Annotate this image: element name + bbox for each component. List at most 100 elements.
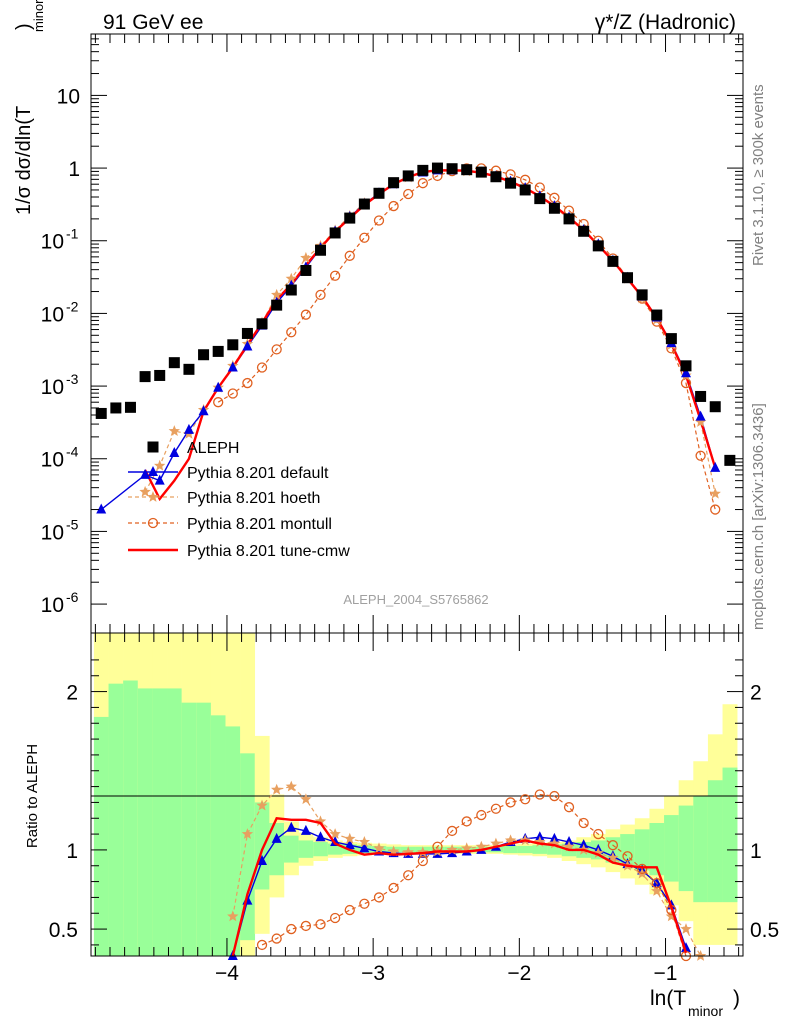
ratio-band-inner bbox=[93, 716, 109, 956]
data-point-default bbox=[140, 468, 151, 479]
ratio-point-montull bbox=[417, 855, 428, 867]
ratio-point-hoeth bbox=[256, 799, 268, 811]
ratio-point-hoeth bbox=[417, 846, 429, 858]
data-point-aleph bbox=[95, 407, 107, 419]
y-tick-label-exponent: -3 bbox=[66, 371, 79, 387]
x-tick-label: −1 bbox=[654, 962, 678, 985]
ratio-point-default bbox=[286, 821, 297, 832]
data-point-aleph bbox=[227, 339, 239, 351]
data-point-aleph bbox=[373, 187, 385, 199]
data-point-hoeth bbox=[271, 288, 283, 300]
ratio-point-hoeth bbox=[358, 836, 371, 847]
ratio-point-montull bbox=[286, 923, 297, 935]
data-point-aleph bbox=[402, 170, 414, 182]
ratio-point-montull bbox=[622, 851, 633, 862]
data-point-hoeth bbox=[154, 459, 166, 471]
data-point-default bbox=[183, 423, 194, 434]
y-tick-label: 10 bbox=[41, 449, 64, 472]
ratio-point-default bbox=[300, 824, 311, 835]
y-tick-label: 10 bbox=[41, 303, 64, 326]
data-point-aleph bbox=[651, 309, 663, 321]
ratio-band-inner bbox=[664, 815, 679, 882]
ratio-point-montull bbox=[300, 920, 312, 932]
ratio-point-montull bbox=[651, 878, 662, 889]
data-point-default bbox=[695, 410, 706, 421]
ratio-band-inner bbox=[137, 688, 153, 956]
series-line-default bbox=[100, 169, 716, 511]
ratio-point-montull bbox=[373, 892, 385, 903]
y-tick-label-exponent: -4 bbox=[66, 444, 79, 460]
data-point-montull bbox=[710, 504, 721, 515]
ratio-point-montull bbox=[359, 898, 370, 909]
legend-marker-default bbox=[148, 466, 158, 476]
ratio-y-tick-label-right: 0.5 bbox=[750, 919, 779, 942]
x-tick-label: −4 bbox=[215, 962, 239, 985]
data-point-aleph bbox=[388, 177, 400, 189]
data-point-montull bbox=[403, 188, 414, 200]
ratio-band-inner bbox=[707, 780, 723, 903]
ratio-y-tick-label: 1 bbox=[66, 840, 78, 863]
legend-label-hoeth: Pythia 8.201 hoeth bbox=[187, 490, 320, 507]
legend-label-montull: Pythia 8.201 montull bbox=[187, 516, 332, 533]
data-point-aleph bbox=[168, 357, 180, 369]
ratio-band-inner bbox=[327, 843, 343, 855]
data-point-aleph bbox=[695, 390, 707, 402]
ratio-point-montull bbox=[446, 825, 458, 837]
ratio-point-montull bbox=[636, 863, 648, 875]
data-point-hoeth bbox=[139, 485, 151, 497]
ratio-band-inner bbox=[634, 829, 650, 871]
ratio-plot-area: 0.5 0.5 1 1 2 2 −4 −3 −2 −1 bbox=[49, 632, 779, 985]
series-line-montull bbox=[217, 167, 716, 510]
xlabel-close: ) bbox=[733, 987, 740, 1010]
ratio-point-hoeth bbox=[680, 923, 692, 934]
ratio-point-montull bbox=[329, 912, 341, 924]
ratio-point-hoeth bbox=[548, 837, 561, 849]
ratio-point-hoeth bbox=[446, 843, 458, 855]
ratio-point-hoeth bbox=[285, 780, 297, 792]
data-point-aleph bbox=[534, 193, 546, 205]
data-point-aleph bbox=[636, 289, 648, 301]
data-point-aleph bbox=[417, 164, 429, 176]
data-point-montull bbox=[359, 232, 370, 243]
ratio-point-hoeth bbox=[694, 950, 707, 961]
y-tick-label: 10 bbox=[41, 231, 64, 254]
ratio-band-inner bbox=[313, 842, 329, 857]
data-point-default bbox=[680, 367, 691, 378]
ratio-line-cmw bbox=[231, 816, 688, 957]
ratio-point-hoeth bbox=[607, 851, 619, 863]
ratio-point-montull bbox=[388, 882, 399, 894]
data-point-hoeth bbox=[709, 487, 721, 499]
ratio-y-tick-label: 2 bbox=[66, 682, 78, 705]
ratio-point-hoeth bbox=[300, 793, 312, 805]
data-point-default bbox=[242, 340, 253, 351]
ratio-point-montull bbox=[256, 939, 268, 951]
y-tick-label: 10 bbox=[41, 521, 64, 544]
main-ylabel-text: 1/σ dσ/dln(T bbox=[13, 106, 35, 215]
rivet-version-label: Rivet 3.1.10, ≥ 300k events bbox=[750, 84, 767, 266]
main-ylabel-subscript: minor bbox=[31, 0, 46, 32]
data-point-default bbox=[227, 361, 238, 372]
data-point-default bbox=[198, 405, 209, 416]
data-point-aleph bbox=[329, 227, 341, 239]
ratio-point-default bbox=[680, 942, 691, 953]
ratio-point-hoeth bbox=[329, 828, 341, 839]
data-point-default bbox=[213, 381, 224, 392]
ratio-point-hoeth bbox=[592, 847, 604, 858]
ratio-band-inner bbox=[722, 767, 738, 903]
legend-label-default: Pythia 8.201 default bbox=[187, 465, 329, 482]
ratio-band-inner bbox=[532, 845, 548, 854]
data-point-hoeth bbox=[285, 272, 297, 284]
data-point-montull bbox=[417, 178, 428, 189]
main-ylabel: 1/σ dσ/dln(T minor) bbox=[13, 0, 46, 215]
analysis-watermark: ALEPH_2004_S5765862 bbox=[343, 592, 488, 607]
data-point-hoeth bbox=[300, 251, 312, 263]
ratio-point-default bbox=[271, 832, 282, 843]
ratio-band-inner bbox=[254, 802, 270, 890]
data-point-aleph bbox=[154, 369, 166, 381]
ratio-point-montull bbox=[315, 919, 326, 930]
data-point-aleph bbox=[680, 360, 692, 372]
y-tick-label: 10 bbox=[41, 594, 64, 617]
ratio-point-hoeth bbox=[461, 842, 473, 854]
